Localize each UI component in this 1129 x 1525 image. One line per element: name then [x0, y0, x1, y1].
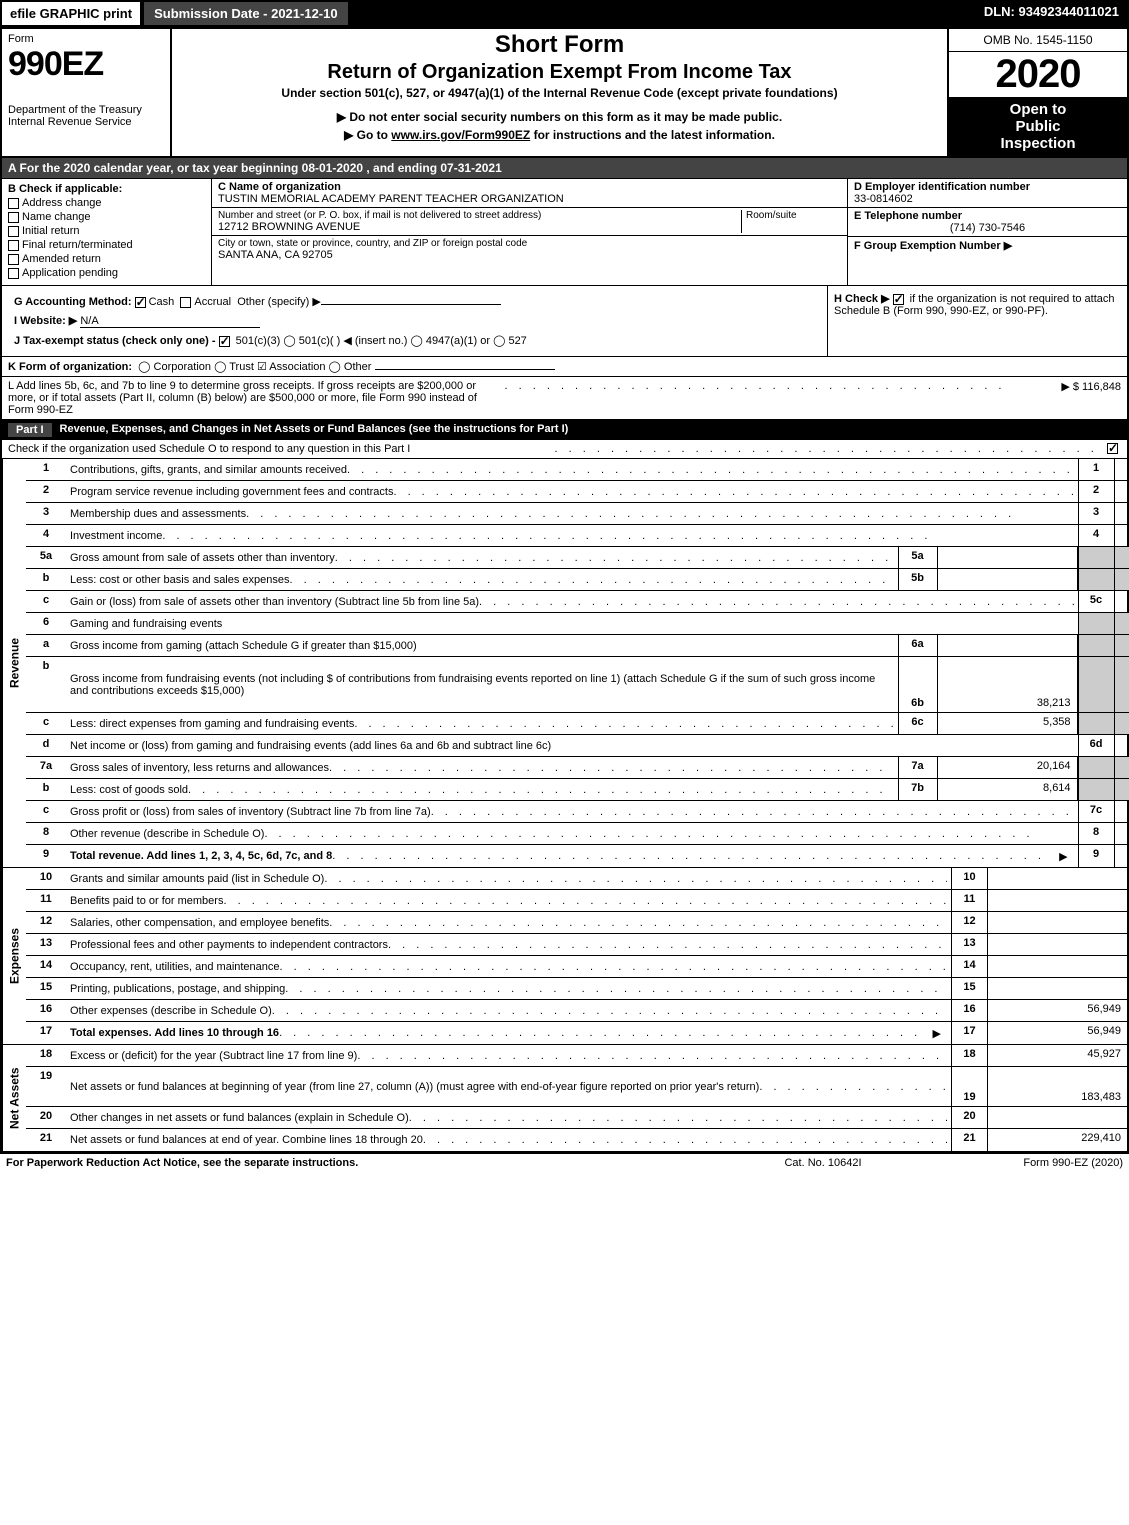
phone: (714) 730-7546: [854, 222, 1121, 234]
line-12: 12Salaries, other compensation, and empl…: [26, 912, 1127, 934]
org-city: SANTA ANA, CA 92705: [218, 249, 841, 261]
title-short-form: Short Form: [178, 31, 941, 59]
cb-schedule-b[interactable]: [893, 294, 904, 305]
cb-501c3[interactable]: [219, 336, 230, 347]
form-label: Form: [8, 33, 164, 45]
line-2: 2Program service revenue including gover…: [26, 481, 1129, 503]
c-addr-label: Number and street (or P. O. box, if mail…: [218, 210, 741, 221]
cb-address-change[interactable]: Address change: [8, 197, 205, 209]
cb-cash[interactable]: [135, 297, 146, 308]
f-group-label: F Group Exemption Number ▶: [854, 239, 1121, 252]
cb-application-pending[interactable]: Application pending: [8, 267, 205, 279]
expenses-section: Expenses 10Grants and similar amounts pa…: [2, 868, 1127, 1045]
line-15: 15Printing, publications, postage, and s…: [26, 978, 1127, 1000]
line-6d: dNet income or (loss) from gaming and fu…: [26, 735, 1129, 757]
title-main: Return of Organization Exempt From Incom…: [178, 61, 941, 84]
c-city-label: City or town, state or province, country…: [218, 238, 841, 249]
page-footer: For Paperwork Reduction Act Notice, see …: [0, 1153, 1129, 1172]
goto-line: ▶ Go to www.irs.gov/Form990EZ for instru…: [178, 128, 941, 142]
warning-ssn: ▶ Do not enter social security numbers o…: [178, 110, 941, 124]
tax-year: 2020: [949, 52, 1127, 97]
line-11: 11Benefits paid to or for members11: [26, 890, 1127, 912]
b-label: B Check if applicable:: [8, 183, 205, 195]
c-name-label: C Name of organization: [218, 181, 841, 193]
line-6b: bGross income from fundraising events (n…: [26, 657, 1129, 713]
cb-initial-return[interactable]: Initial return: [8, 225, 205, 237]
line-4: 4Investment income4: [26, 525, 1129, 547]
org-address: 12712 BROWNING AVENUE: [218, 221, 741, 233]
revenue-label: Revenue: [2, 459, 26, 867]
e-phone-label: E Telephone number: [854, 210, 1121, 222]
omb-number: OMB No. 1545-1150: [949, 29, 1127, 52]
section-b-to-f: B Check if applicable: Address change Na…: [2, 179, 1127, 286]
submission-date: Submission Date - 2021-12-10: [142, 0, 350, 27]
net-assets-label: Net Assets: [2, 1045, 26, 1151]
dept-label: Department of the Treasury Internal Reve…: [8, 104, 164, 128]
g-accounting: G Accounting Method: Cash Accrual Other …: [8, 292, 821, 311]
form-header: Form 990EZ Department of the Treasury In…: [2, 29, 1127, 158]
line-5c: cGain or (loss) from sale of assets othe…: [26, 591, 1129, 613]
form-container: Form 990EZ Department of the Treasury In…: [0, 27, 1129, 1153]
l-gross-receipts: L Add lines 5b, 6c, and 7b to line 9 to …: [2, 377, 1127, 420]
net-assets-section: Net Assets 18Excess or (deficit) for the…: [2, 1045, 1127, 1151]
title-sub: Under section 501(c), 527, or 4947(a)(1)…: [178, 86, 941, 100]
org-name: TUSTIN MEMORIAL ACADEMY PARENT TEACHER O…: [218, 193, 841, 205]
cb-amended-return[interactable]: Amended return: [8, 253, 205, 265]
line-5b: bLess: cost or other basis and sales exp…: [26, 569, 1129, 591]
paperwork-notice: For Paperwork Reduction Act Notice, see …: [6, 1157, 723, 1169]
line-7a: 7aGross sales of inventory, less returns…: [26, 757, 1129, 779]
topbar: efile GRAPHIC print Submission Date - 20…: [0, 0, 1129, 27]
cat-no: Cat. No. 10642I: [723, 1157, 923, 1169]
line-19: 19Net assets or fund balances at beginni…: [26, 1067, 1127, 1107]
i-website: I Website: ▶ N/A: [8, 311, 821, 331]
line-3: 3Membership dues and assessments335,432: [26, 503, 1129, 525]
j-tax-exempt: J Tax-exempt status (check only one) - 5…: [8, 331, 821, 350]
line-8: 8Other revenue (describe in Schedule O)8: [26, 823, 1129, 845]
line-7b: bLess: cost of goods sold7b8,614: [26, 779, 1129, 801]
d-ein-label: D Employer identification number: [854, 181, 1121, 193]
cb-final-return[interactable]: Final return/terminated: [8, 239, 205, 251]
line-5a: 5aGross amount from sale of assets other…: [26, 547, 1129, 569]
cb-accrual[interactable]: [180, 297, 191, 308]
line-17: 17Total expenses. Add lines 10 through 1…: [26, 1022, 1127, 1044]
form-ref: Form 990-EZ (2020): [923, 1157, 1123, 1169]
line-14: 14Occupancy, rent, utilities, and mainte…: [26, 956, 1127, 978]
efile-print-button[interactable]: efile GRAPHIC print: [0, 0, 142, 27]
tax-period: A For the 2020 calendar year, or tax yea…: [2, 158, 1127, 179]
expenses-label: Expenses: [2, 868, 26, 1044]
h-check: H Check ▶ if the organization is not req…: [834, 292, 1121, 317]
k-form-org: K Form of organization: ◯ Corporation ◯ …: [2, 357, 1127, 377]
line-6a: aGross income from gaming (attach Schedu…: [26, 635, 1129, 657]
ein: 33-0814602: [854, 193, 1121, 205]
dln: DLN: 93492344011021: [974, 0, 1129, 27]
line-13: 13Professional fees and other payments t…: [26, 934, 1127, 956]
cb-name-change[interactable]: Name change: [8, 211, 205, 223]
revenue-section: Revenue 1Contributions, gifts, grants, a…: [2, 459, 1127, 868]
line-6: 6Gaming and fundraising events: [26, 613, 1129, 635]
cb-schedule-o[interactable]: [1107, 443, 1118, 454]
line-18: 18Excess or (deficit) for the year (Subt…: [26, 1045, 1127, 1067]
line-9: 9Total revenue. Add lines 1, 2, 3, 4, 5c…: [26, 845, 1129, 867]
line-16: 16Other expenses (describe in Schedule O…: [26, 1000, 1127, 1022]
line-20: 20Other changes in net assets or fund ba…: [26, 1107, 1127, 1129]
line-10: 10Grants and similar amounts paid (list …: [26, 868, 1127, 890]
open-public-inspection: Open to Public Inspection: [949, 97, 1127, 156]
line-6c: cLess: direct expenses from gaming and f…: [26, 713, 1129, 735]
line-1: 1Contributions, gifts, grants, and simil…: [26, 459, 1129, 481]
room-suite-label: Room/suite: [746, 210, 841, 221]
line-7c: cGross profit or (loss) from sales of in…: [26, 801, 1129, 823]
part-1-check: Check if the organization used Schedule …: [2, 440, 1127, 459]
irs-link[interactable]: www.irs.gov/Form990EZ: [391, 128, 530, 142]
form-number: 990EZ: [8, 45, 164, 84]
line-21: 21Net assets or fund balances at end of …: [26, 1129, 1127, 1151]
part-1-header: Part I Revenue, Expenses, and Changes in…: [2, 420, 1127, 440]
